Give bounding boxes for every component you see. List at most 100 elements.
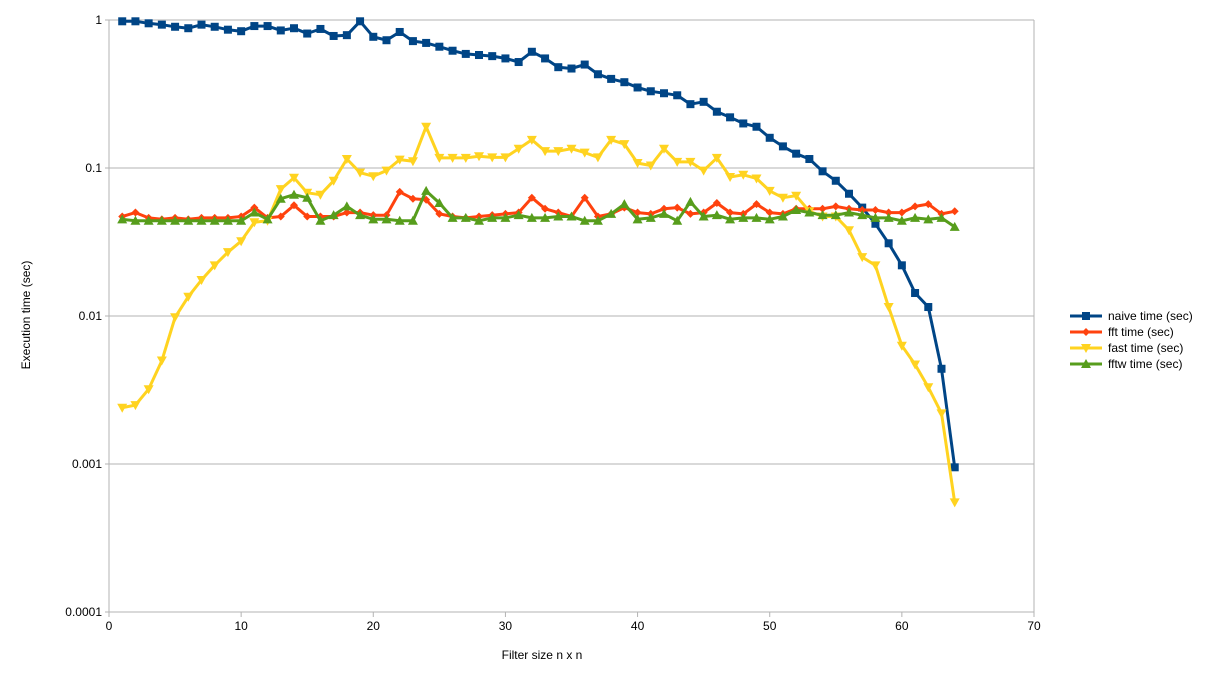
x-tick-label: 10 <box>234 619 248 633</box>
x-tick-label: 0 <box>106 619 113 633</box>
data-point <box>342 208 351 217</box>
data-point <box>633 208 642 217</box>
y-tick-label: 0.001 <box>72 457 102 471</box>
gridlines <box>109 19 1034 613</box>
data-point <box>315 190 326 200</box>
data-point <box>541 54 550 63</box>
y-axis-label: Execution time (sec) <box>19 261 33 370</box>
data-point <box>871 206 880 215</box>
legend-item: fftw time (sec) <box>1070 357 1182 371</box>
data-point <box>341 201 352 211</box>
data-point <box>237 27 246 36</box>
data-point <box>659 144 669 154</box>
data-point <box>130 401 141 411</box>
legend-marker <box>1082 328 1090 336</box>
data-point <box>673 203 682 212</box>
data-point <box>117 403 128 413</box>
data-point <box>699 97 708 106</box>
data-point <box>209 261 220 271</box>
data-point <box>171 22 180 31</box>
data-point <box>619 199 630 209</box>
data-point <box>751 174 762 184</box>
data-point <box>448 46 457 55</box>
data-point <box>222 248 233 258</box>
data-point <box>686 209 695 218</box>
data-point <box>936 212 947 222</box>
data-point <box>290 201 298 210</box>
data-point <box>196 215 207 225</box>
data-point <box>421 185 432 195</box>
data-point <box>751 212 762 222</box>
x-tick-label: 20 <box>367 619 381 633</box>
data-point <box>144 19 153 28</box>
data-point <box>369 32 378 41</box>
y-tick-label: 0.01 <box>79 309 103 323</box>
data-point <box>487 153 498 163</box>
data-point <box>619 140 630 150</box>
data-point <box>381 166 392 176</box>
data-point <box>870 261 881 271</box>
data-point <box>527 193 536 202</box>
legend-label: fftw time (sec) <box>1108 357 1182 371</box>
y-tick-label: 1 <box>95 13 102 27</box>
data-point <box>937 364 946 373</box>
data-point <box>672 215 683 225</box>
data-point <box>884 208 893 217</box>
series-line <box>121 125 957 503</box>
data-point <box>328 176 339 186</box>
data-point <box>394 215 405 225</box>
data-point <box>329 31 338 40</box>
series-line <box>122 19 957 468</box>
data-point <box>791 191 802 201</box>
data-point <box>844 226 854 236</box>
data-point <box>752 122 761 131</box>
data-point <box>777 193 788 203</box>
data-point <box>593 70 602 79</box>
data-point <box>196 276 207 286</box>
data-point <box>897 208 906 217</box>
data-point <box>316 24 325 33</box>
data-point <box>131 208 140 217</box>
legend-marker <box>1081 359 1091 368</box>
data-point <box>698 211 709 221</box>
data-point <box>434 153 445 163</box>
x-tick-labels: 0 10 20 30 40 50 60 70 <box>106 619 1041 633</box>
data-point <box>739 119 748 128</box>
data-point <box>883 303 894 313</box>
data-point <box>183 292 194 302</box>
data-point <box>157 20 166 29</box>
legend-marker <box>1081 344 1091 353</box>
data-point <box>183 215 194 225</box>
data-point <box>553 147 564 157</box>
data-point <box>633 83 642 92</box>
data-point <box>303 29 312 38</box>
data-point <box>395 27 404 36</box>
data-point <box>792 149 801 158</box>
data-point <box>592 153 603 163</box>
data-point <box>434 198 445 208</box>
data-point <box>355 168 366 178</box>
data-point <box>660 89 668 98</box>
data-point <box>645 212 656 222</box>
x-axis-label: Filter size n x n <box>502 648 583 662</box>
legend: naive time (sec) fft time (sec) fast time … <box>1070 309 1193 371</box>
data-point <box>540 147 551 157</box>
data-point <box>712 199 721 208</box>
data-point <box>858 206 867 215</box>
data-point <box>170 215 181 225</box>
data-point <box>501 54 510 63</box>
data-point <box>382 36 391 45</box>
data-point <box>474 215 484 225</box>
data-point <box>566 144 577 154</box>
data-point <box>143 385 154 395</box>
data-point <box>580 60 589 69</box>
series-line <box>121 190 955 221</box>
data-point <box>342 31 351 40</box>
data-point <box>407 157 418 167</box>
data-point <box>461 49 470 58</box>
x-tick-label: 60 <box>895 619 909 633</box>
data-point <box>711 210 722 220</box>
data-point <box>764 186 775 196</box>
data-point <box>381 214 392 224</box>
data-point <box>263 22 272 31</box>
